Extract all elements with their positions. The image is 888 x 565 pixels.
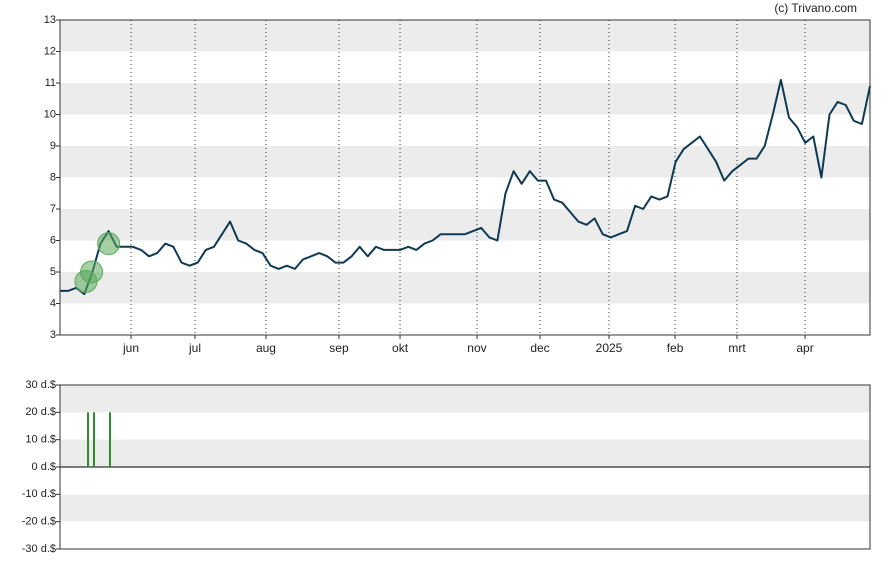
x-tick-label: jul (188, 341, 201, 355)
insider-marker (80, 260, 104, 284)
y-tick-label: 4 (50, 297, 56, 309)
x-tick-label: okt (392, 341, 409, 355)
band (60, 494, 870, 522)
y-tick-label: -30 d.$ (22, 543, 56, 555)
y-tick-label: 5 (50, 266, 56, 278)
x-tick-label: nov (467, 341, 486, 355)
x-tick-label: apr (796, 341, 813, 355)
y-tick-label: 20 d.$ (25, 406, 56, 418)
band (60, 439, 870, 467)
y-tick-label: 10 d.$ (25, 434, 56, 446)
plot-frame (59, 19, 871, 336)
x-tick-label: mrt (728, 341, 746, 355)
bar (87, 412, 90, 467)
y-tick-label: 12 (44, 45, 56, 57)
x-tick-label: feb (667, 341, 684, 355)
insider-marker (97, 232, 121, 256)
y-tick-label: 6 (50, 234, 56, 246)
plot-frame (59, 384, 871, 550)
y-tick-label: 10 (44, 108, 56, 120)
y-tick-label: 8 (50, 171, 56, 183)
bar (108, 412, 111, 467)
band (60, 20, 870, 52)
x-tick-label: dec (530, 341, 549, 355)
y-tick-label: -10 d.$ (22, 488, 56, 500)
band (60, 146, 870, 178)
band (60, 272, 870, 304)
y-tick-label: 3 (50, 329, 56, 341)
y-tick-label: 9 (50, 140, 56, 152)
credit: (c) Trivano.com (774, 1, 857, 15)
x-tick-label: sep (329, 341, 349, 355)
x-tick-label: aug (256, 341, 276, 355)
price-line (60, 78, 871, 296)
x-tick-label: jun (122, 341, 139, 355)
band (60, 209, 870, 241)
y-tick-label: 0 d.$ (32, 461, 56, 473)
band (60, 385, 870, 413)
y-tick-label: -20 d.$ (22, 516, 56, 528)
y-tick-label: 11 (45, 77, 56, 89)
band (60, 83, 870, 115)
x-tick-label: 2025 (596, 341, 623, 355)
y-tick-label: 30 d.$ (25, 379, 56, 391)
y-tick-label: 13 (44, 14, 56, 26)
bar (93, 412, 96, 467)
y-tick-label: 7 (50, 203, 56, 215)
